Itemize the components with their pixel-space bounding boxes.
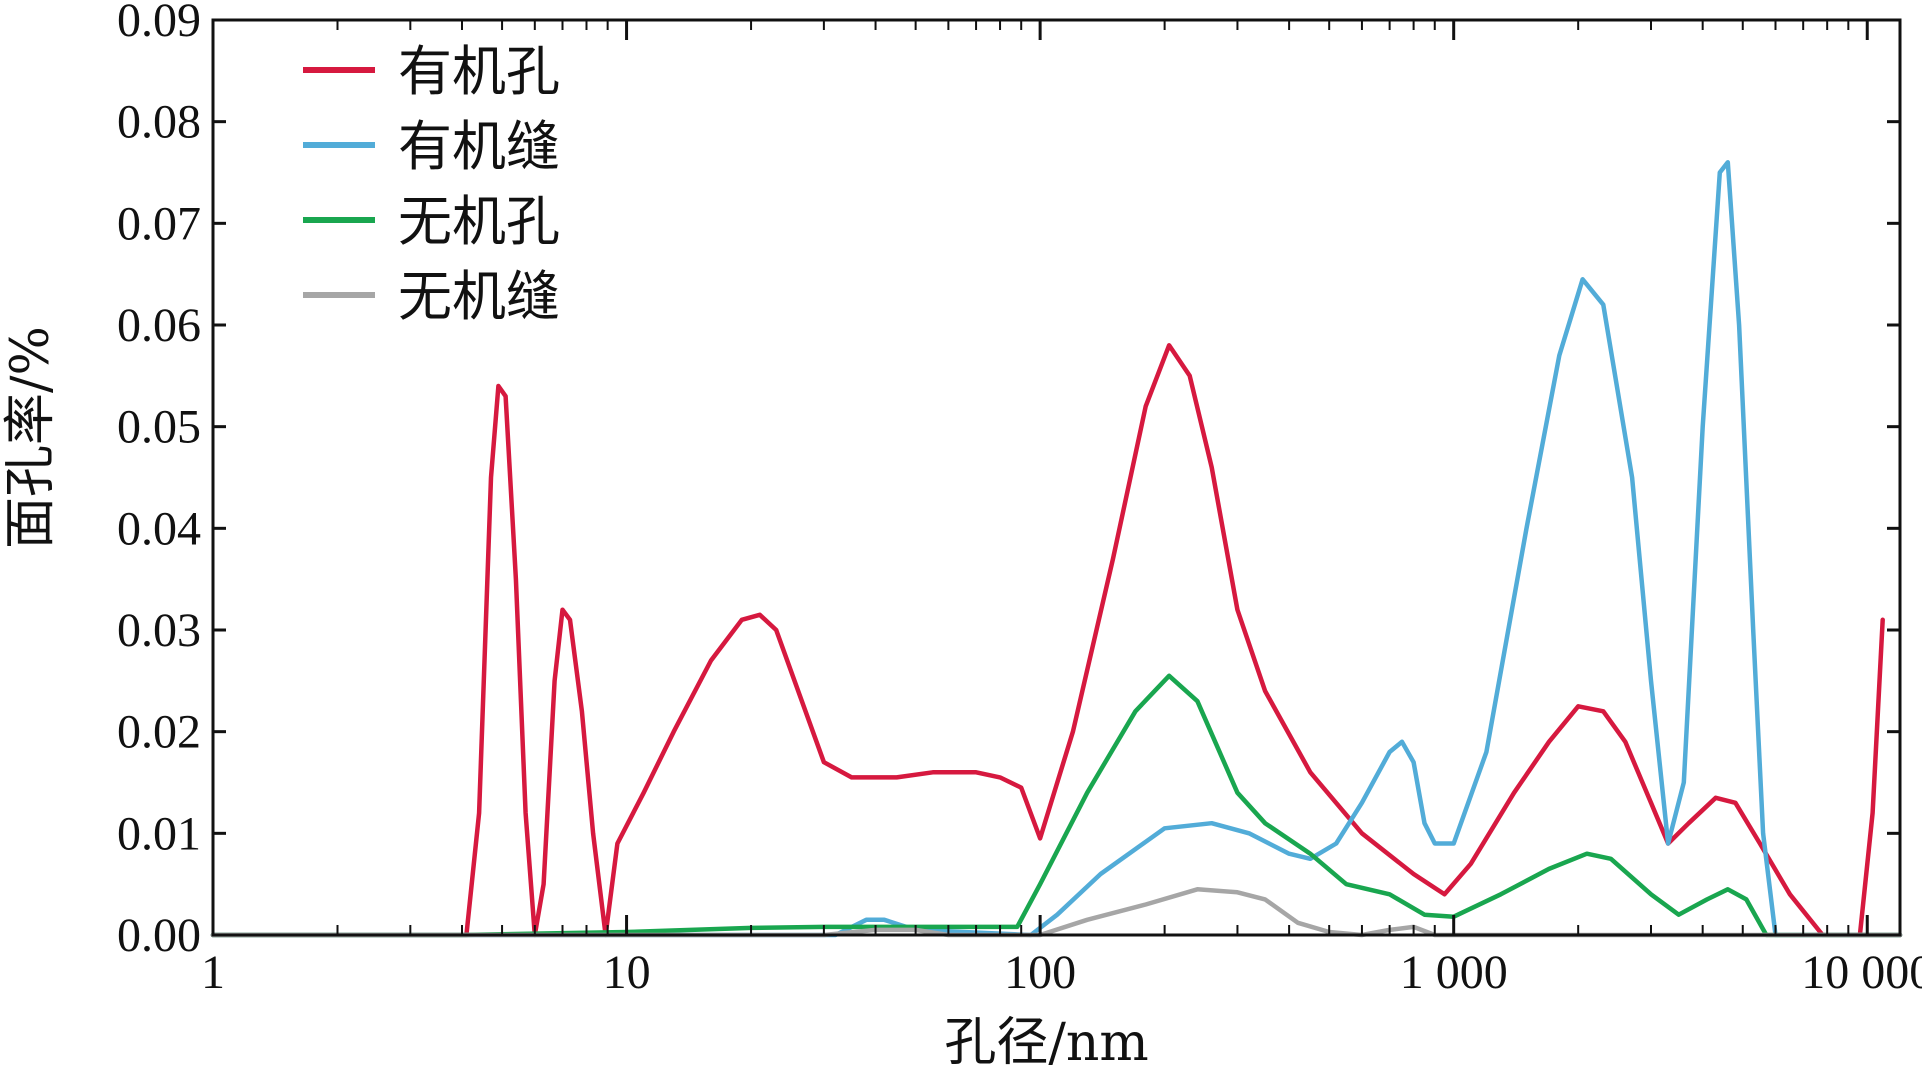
legend-label-1: 有机孔 [398, 40, 560, 103]
x-tick-label: 100 [1004, 946, 1076, 999]
y-tick-label: 0.01 [117, 807, 201, 860]
y-tick-label: 0.06 [117, 299, 201, 352]
legend-label-4: 无机缝 [398, 265, 560, 328]
y-tick-label: 0.03 [117, 604, 201, 657]
series-line-3 [210, 673, 1903, 938]
x-axis-label: 孔径/nm [944, 1013, 1148, 1071]
y-tick-label: 0.09 [117, 0, 201, 47]
series-line-4 [210, 887, 1903, 938]
y-tick-label: 0.02 [117, 706, 201, 759]
plot-frame [211, 18, 1902, 937]
series-layer [210, 160, 1903, 938]
y-tick-label: 0.07 [117, 197, 201, 250]
legend-label-2: 有机缝 [398, 115, 560, 178]
y-tick-label: 0.08 [117, 96, 201, 149]
y-axis-label: 面孔率/% [1, 326, 61, 549]
series-line-2 [210, 160, 1903, 938]
series-line-1 [210, 343, 1903, 938]
x-tick-label: 10 [603, 946, 651, 999]
y-tick-label: 0.00 [117, 909, 201, 962]
x-tick-label: 1 000 [1400, 946, 1508, 999]
x-tick-label: 10 000 [1801, 946, 1922, 999]
x-tick-label: 1 [201, 946, 225, 999]
ticks-layer: 0.00 0.01 0.02 0.03 0.04 0.05 0.06 0.07 0.08 0.09… [117, 0, 1922, 999]
legend-label-3: 无机孔 [398, 190, 560, 253]
series-line-1 [1857, 617, 1885, 938]
y-tick-label: 0.05 [117, 401, 201, 454]
axes-layer [211, 18, 1902, 937]
y-tick-label: 0.04 [117, 502, 201, 555]
